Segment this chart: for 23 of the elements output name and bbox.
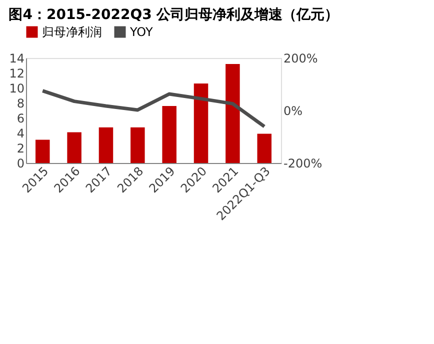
legend-label: YOY [129, 25, 154, 39]
chart-title: 图4：2015-2022Q3 公司归母净利及增速（亿元） [8, 7, 339, 23]
line-series [40, 89, 266, 128]
legend-label: 归母净利润 [42, 25, 102, 39]
bar [36, 140, 50, 163]
bar [67, 132, 82, 163]
y-tick-label: 6 [16, 112, 24, 126]
y2-tick-label: 200% [284, 52, 318, 66]
y-tick-label: 0 [16, 156, 24, 170]
y-tick-label: 4 [16, 126, 24, 140]
y2-tick-label: -200% [284, 156, 322, 170]
bar [226, 64, 240, 163]
y-tick-label: 12 [9, 66, 24, 80]
y-tick-label: 8 [16, 96, 24, 110]
y-tick-label: 2 [16, 142, 24, 156]
bar [257, 134, 272, 163]
y-tick-label: 14 [9, 52, 24, 66]
y-tick-label: 10 [9, 82, 24, 96]
y2-tick-label: 0% [284, 104, 303, 118]
bar [98, 127, 114, 163]
bar [130, 127, 145, 163]
bar [194, 84, 208, 163]
bar [162, 106, 176, 163]
